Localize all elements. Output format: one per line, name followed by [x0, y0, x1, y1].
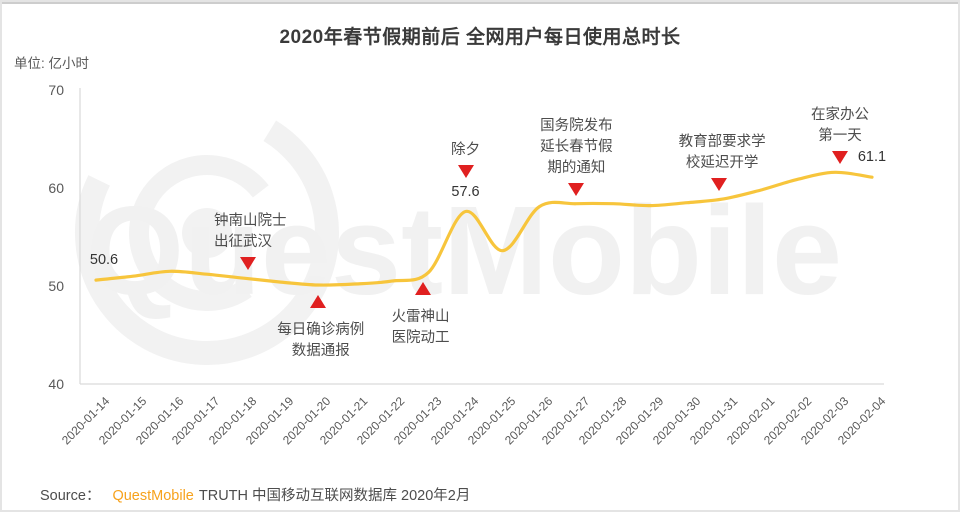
annotation-line: 期的通知 [547, 159, 606, 176]
annotation-line: 国务院发布 [540, 117, 613, 134]
x-tick-label: 2020-01-27 [538, 394, 593, 448]
x-tick-label: 2020-02-01 [723, 394, 778, 448]
x-tick-label: 2020-02-02 [760, 394, 814, 448]
marker-triangle-down-icon [457, 164, 474, 178]
x-tick-label: 2020-02-04 [834, 394, 888, 448]
x-tick-label: 2020-01-20 [280, 394, 334, 448]
x-tick-label: 2020-01-28 [575, 394, 630, 448]
x-tick-label: 2020-01-24 [428, 394, 482, 448]
x-tick-label: 2020-01-23 [391, 394, 445, 448]
page-title: 2020年春节假期前后 全网用户每日使用总时长 [279, 27, 681, 48]
annotation-line: 医院动工 [391, 330, 450, 347]
x-tick-label: 2020-01-21 [317, 394, 371, 448]
annotation-line: 延长春节假 [540, 138, 613, 155]
x-tick-label: 2020-01-29 [612, 394, 667, 448]
questmobile-text-watermark: QuestMobile [86, 180, 843, 321]
x-tick-label: 2020-01-16 [132, 394, 186, 448]
source-prefix: Source： [40, 488, 101, 504]
x-tick-label: 2020-01-19 [243, 394, 297, 448]
unit-label: 单位: 亿小时 [14, 56, 90, 71]
x-tick-label: 2020-01-26 [502, 394, 556, 448]
annotation-text: 教育部要求学 校延迟开学 [679, 132, 766, 174]
x-tick-label: 2020-01-30 [649, 394, 704, 448]
annotation-text: 国务院发布延长春节假期的通知 [540, 116, 613, 179]
x-tick-label: 2020-02-03 [797, 394, 851, 448]
source-suffix: TRUTH 中国移动互联网数据库 2020年2月 [198, 488, 471, 504]
annotation-line: 第一天 [818, 128, 862, 145]
x-tick-label: 2020-01-31 [686, 394, 741, 448]
x-tick-label: 2020-01-17 [169, 394, 223, 448]
annotation-text: 除夕 [451, 140, 480, 161]
annotation-text: 在家办公 第一天 [811, 105, 869, 147]
x-tick-label: 2020-01-14 [58, 394, 112, 448]
annotation-line: 校延迟开学 [685, 154, 759, 171]
annotation-line: 除夕 [451, 141, 481, 158]
annotation-line: 教育部要求学 [678, 133, 766, 150]
data-point-value-label: 61.1 [857, 149, 887, 166]
source-line: Source： QuestMobile TRUTH 中国移动互联网数据库 2020年… [40, 484, 470, 505]
x-tick-label: 2020-01-22 [354, 394, 408, 448]
marker-triangle-down-icon [832, 151, 849, 165]
x-tick-label: 2020-01-18 [206, 394, 260, 448]
x-tick-label: 2020-01-15 [95, 394, 149, 448]
annotation-line: 在家办公 [811, 107, 870, 124]
x-tick-label: 2020-01-25 [465, 394, 519, 448]
source-brand: QuestMobile [112, 488, 194, 504]
